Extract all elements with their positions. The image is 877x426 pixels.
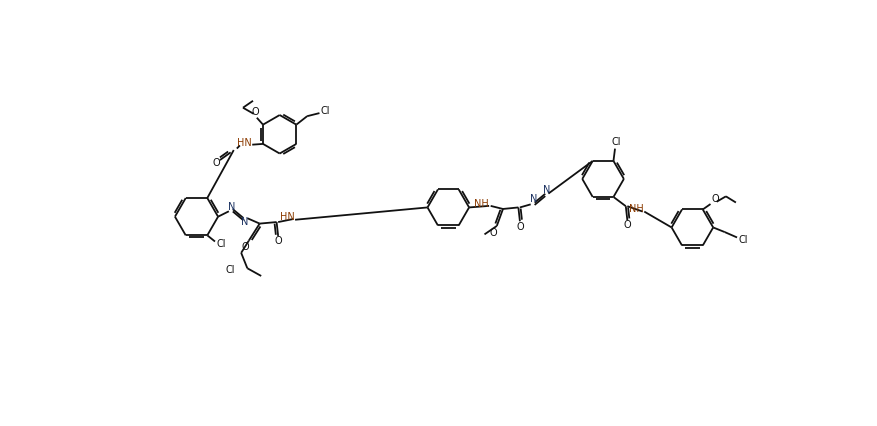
Text: O: O — [242, 242, 250, 253]
Text: N: N — [228, 201, 236, 212]
Text: NH: NH — [474, 199, 488, 209]
Text: HN: HN — [280, 213, 295, 222]
Text: Cl: Cl — [217, 239, 226, 249]
Text: NH: NH — [629, 204, 644, 214]
Text: O: O — [252, 107, 259, 117]
Text: N: N — [530, 194, 538, 204]
Text: O: O — [516, 222, 524, 232]
Text: O: O — [711, 194, 719, 204]
Text: Cl: Cl — [321, 106, 331, 116]
Text: O: O — [275, 236, 282, 246]
Text: HN: HN — [237, 138, 252, 148]
Text: Cl: Cl — [612, 138, 621, 147]
Text: O: O — [624, 220, 631, 230]
Text: N: N — [543, 185, 551, 196]
Text: Cl: Cl — [738, 235, 748, 245]
Text: Cl: Cl — [225, 265, 235, 275]
Text: N: N — [241, 217, 249, 227]
Text: O: O — [212, 158, 220, 168]
Text: O: O — [490, 228, 497, 238]
